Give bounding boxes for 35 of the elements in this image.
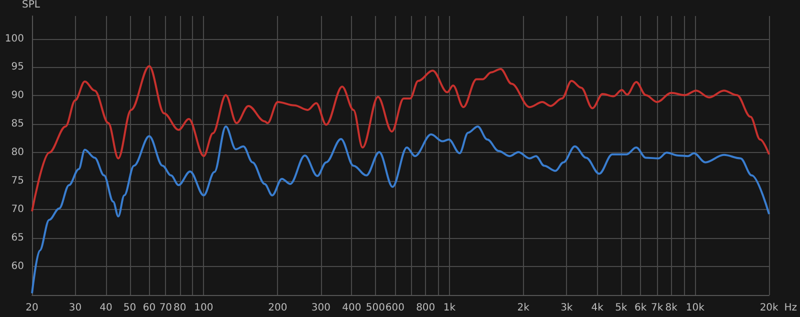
x-tick-label: 600 <box>385 302 404 314</box>
x-tick-label: 1k <box>443 302 456 314</box>
x-tick-label: 70 <box>159 302 172 314</box>
x-tick-label: 50 <box>123 302 136 314</box>
x-tick-label: 400 <box>342 302 362 314</box>
y-tick-label: 95 <box>11 62 24 73</box>
x-tick-label: 80 <box>174 302 186 314</box>
y-tick-label: 90 <box>11 90 24 102</box>
x-tick-label: 5k <box>615 302 628 314</box>
x-tick-label: 500 <box>366 302 386 314</box>
x-tick-label: 20 <box>26 302 38 314</box>
x-tick-label: 30 <box>68 302 82 314</box>
x-tick-label: 4k <box>591 302 604 314</box>
x-tick-label: 10k <box>686 302 705 314</box>
y-tick-label: 85 <box>11 118 24 130</box>
y-axis-title: SPL <box>22 0 40 10</box>
x-axis-title: Hz <box>784 302 798 314</box>
y-tick-label: 75 <box>11 176 24 187</box>
x-tick-label: 3k <box>560 302 573 314</box>
x-tick-label: 8k <box>665 302 678 314</box>
x-tick-label: 20k <box>760 302 779 314</box>
x-tick-label: 800 <box>416 302 436 314</box>
y-tick-label: 100 <box>4 33 24 44</box>
y-tick-label: 70 <box>11 204 24 216</box>
x-tick-label: 6k <box>634 302 647 314</box>
y-tick-label: 65 <box>11 232 24 244</box>
y-tick-label: 80 <box>11 147 24 158</box>
x-tick-label: 40 <box>100 302 112 314</box>
x-tick-label: 2k <box>517 302 530 314</box>
x-tick-label: 300 <box>311 302 330 314</box>
x-tick-label: 60 <box>142 302 156 314</box>
y-tick-label: 60 <box>11 261 24 272</box>
x-tick-label: 100 <box>194 302 214 314</box>
x-tick-label: 7k <box>650 302 664 314</box>
x-tick-label: 200 <box>268 302 288 314</box>
